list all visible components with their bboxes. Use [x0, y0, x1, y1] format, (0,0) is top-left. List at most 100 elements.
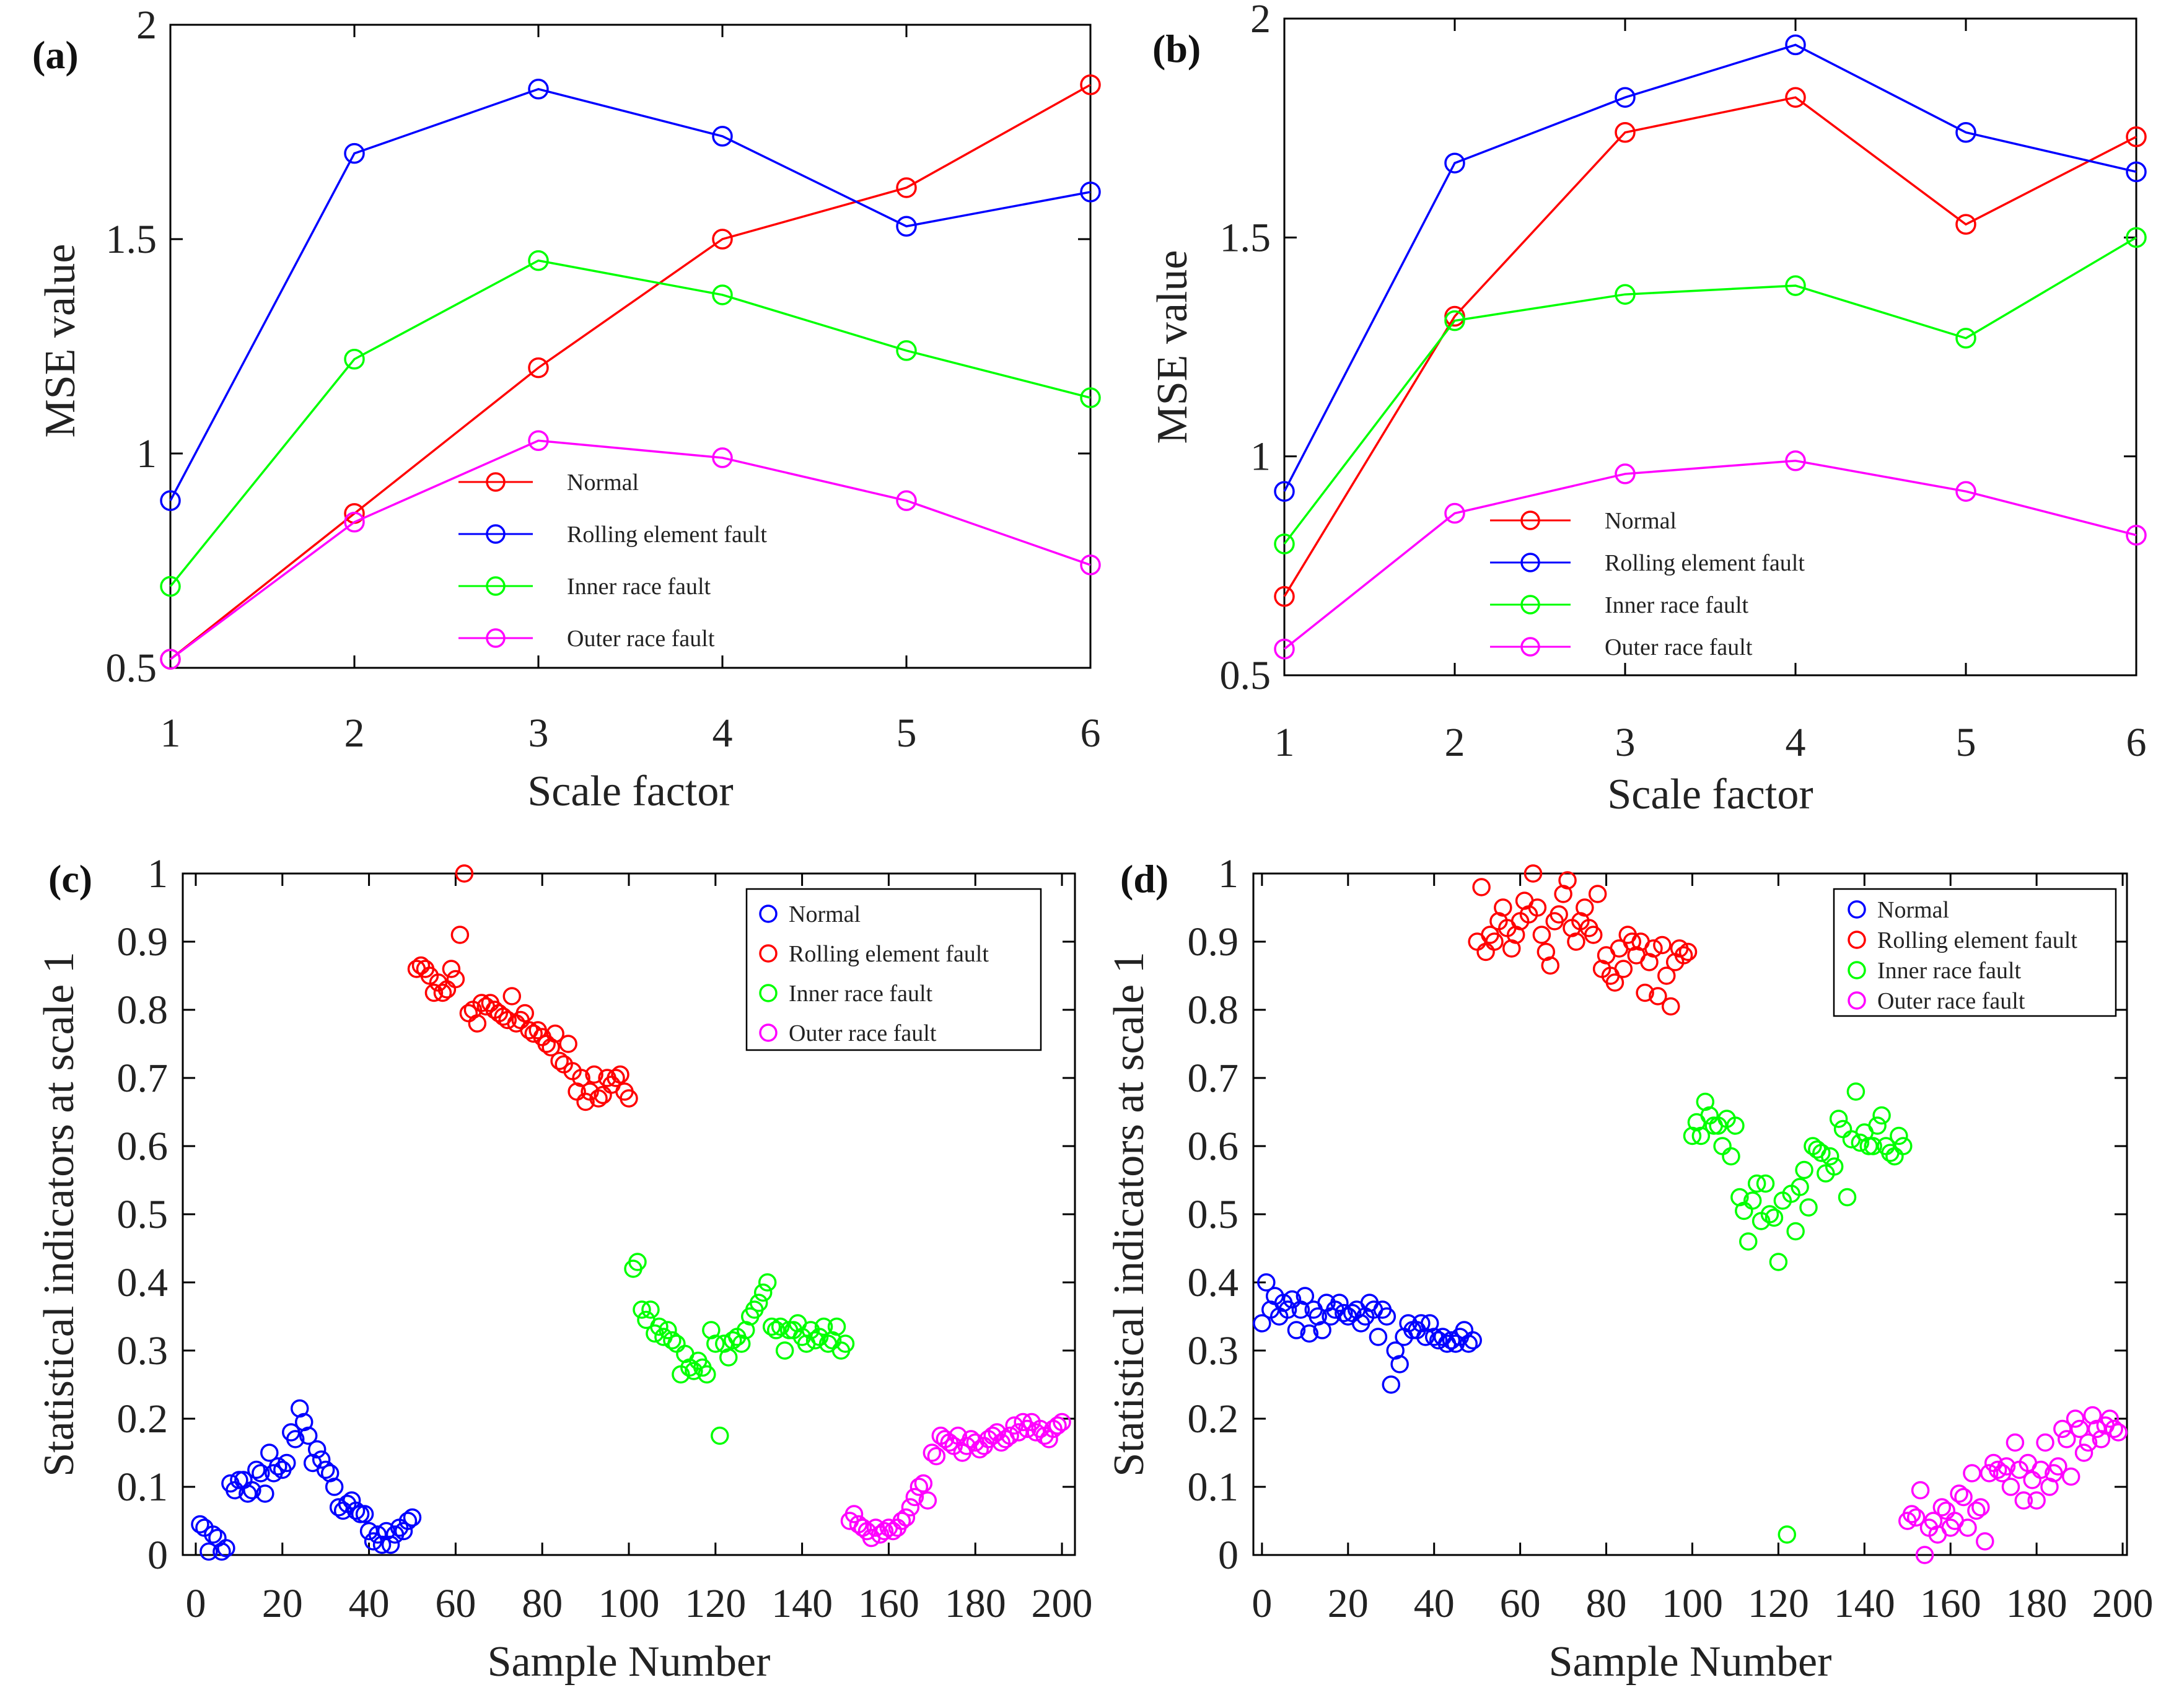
legend-marker [486, 472, 506, 492]
data-point [1444, 310, 1465, 331]
data-point [711, 1426, 729, 1445]
legend-marker [1520, 510, 1540, 530]
data-point [368, 1525, 387, 1544]
data-point [896, 490, 917, 511]
x-tick-label: 3 [528, 711, 549, 756]
legend-label: Outer race fault [1605, 634, 1753, 660]
data-point [620, 1089, 638, 1108]
legend-marker [759, 1023, 778, 1042]
data-point [1558, 871, 1577, 890]
data-point [1009, 1423, 1028, 1442]
data-point [724, 1331, 742, 1350]
y-tick-label: 0.6 [117, 1124, 169, 1169]
data-point [2066, 1409, 2085, 1428]
data-point [498, 1010, 517, 1030]
data-point [1674, 946, 1693, 965]
data-point [1955, 214, 1976, 235]
x-tick-label: 60 [1500, 1581, 1541, 1626]
data-point [1885, 1147, 1904, 1166]
legend-label: Inner race fault [1605, 592, 1749, 618]
panel-c: 0 20 40 60 80 100 120 140 160 180 200 0 0.1 0.2 0.3 0.4… [35, 851, 1093, 1686]
data-point [607, 1069, 625, 1087]
data-point [844, 1505, 864, 1523]
data-point [1274, 638, 1295, 660]
series-normal [191, 1399, 422, 1561]
data-point [1799, 1198, 1818, 1217]
axes-frame [1283, 17, 2137, 677]
data-point [359, 1522, 379, 1541]
x-tick-label: 140 [771, 1581, 833, 1626]
data-point [528, 357, 549, 379]
data-point [1369, 1328, 1388, 1346]
y-tick-label: 0.5 [106, 646, 157, 691]
data-point [1786, 1222, 1805, 1241]
data-point [243, 1481, 261, 1500]
data-point [2036, 1433, 2054, 1452]
data-point [1472, 878, 1491, 896]
data-point [1906, 1508, 1926, 1527]
y-tick-label: 0.8 [117, 988, 169, 1033]
data-point [2027, 1491, 2046, 1510]
y-tick-label: 0.3 [117, 1328, 169, 1373]
x-tick-label: 5 [1956, 720, 1976, 765]
data-point [914, 1474, 933, 1493]
data-point [1988, 1460, 2007, 1479]
x-tick-label: 4 [712, 711, 733, 756]
series-line [169, 259, 1091, 587]
x-tick-label: 6 [2126, 720, 2147, 765]
data-point [1950, 1484, 1968, 1503]
legend-marker [1848, 900, 1866, 919]
legend-label: Normal [567, 470, 639, 496]
data-point [2049, 1457, 2067, 1476]
data-point [2079, 1433, 2098, 1452]
data-point [160, 649, 181, 670]
data-point [312, 1450, 331, 1469]
data-point [1743, 1191, 1762, 1210]
x-tick-label: 160 [1920, 1581, 1981, 1626]
data-point [1726, 1116, 1745, 1135]
x-axis-title: Sample Number [488, 1638, 771, 1686]
data-point [199, 1542, 218, 1561]
y-tick-label: 1.5 [1220, 215, 1271, 260]
x-axis-title: Sample Number [1549, 1638, 1832, 1686]
data-point [1785, 450, 1806, 471]
data-point [1785, 87, 1806, 108]
data-point [424, 983, 444, 1002]
data-point [528, 430, 549, 451]
series-inner-race-fault [1274, 227, 2147, 554]
data-point [650, 1317, 669, 1336]
data-point [1001, 1426, 1019, 1445]
legend-marker [486, 524, 506, 544]
data-point [633, 1300, 651, 1319]
series-line [169, 84, 1091, 660]
y-tick-label: 0.6 [1188, 1124, 1239, 1169]
data-point [1713, 1137, 1732, 1155]
data-point [896, 340, 917, 361]
data-point [1747, 1174, 1766, 1193]
series-normal [1253, 1273, 1482, 1394]
x-tick-label: 20 [1328, 1581, 1369, 1626]
data-point [1644, 939, 1663, 958]
data-point [1615, 121, 1636, 143]
data-point [896, 216, 917, 237]
data-point [805, 1331, 825, 1350]
data-point [2032, 1460, 2050, 1479]
data-point [1955, 481, 1976, 502]
y-tick-label: 0.2 [117, 1396, 169, 1442]
y-tick-label: 0.1 [1188, 1465, 1239, 1510]
data-point [1915, 1546, 1934, 1564]
y-tick-label: 0.5 [1188, 1192, 1239, 1237]
x-tick-label: 200 [1032, 1581, 1093, 1626]
legend-label: Rolling element fault [1877, 927, 2077, 953]
data-point [1954, 1487, 1973, 1507]
data-point [1760, 1205, 1779, 1224]
data-point [1048, 1416, 1067, 1435]
y-tick-label: 1 [1250, 434, 1271, 480]
data-point [2087, 1419, 2107, 1439]
data-point [1958, 1518, 1977, 1537]
x-tick-label: 60 [435, 1581, 476, 1626]
data-point [1444, 152, 1465, 173]
data-point [766, 1321, 786, 1339]
legend-label: Outer race fault [1877, 988, 2025, 1014]
